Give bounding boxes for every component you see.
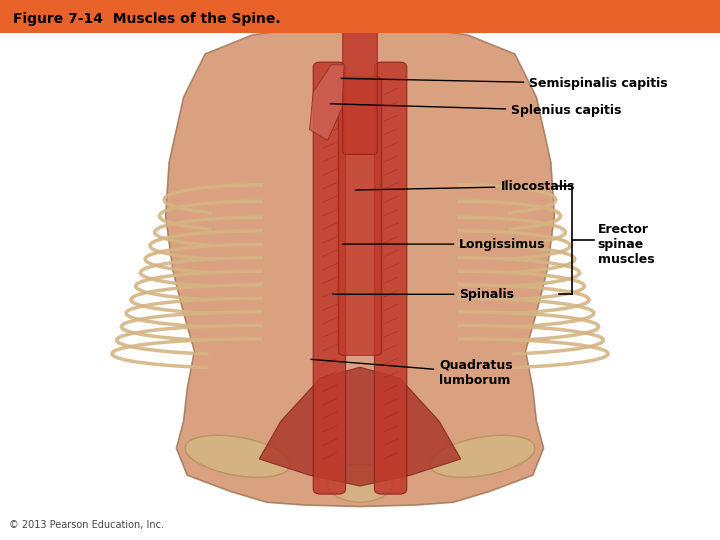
Text: Figure 7-14  Muscles of the Spine.: Figure 7-14 Muscles of the Spine. [13, 12, 281, 26]
Polygon shape [310, 65, 344, 140]
Polygon shape [317, 4, 403, 28]
Text: Semispinalis capitis: Semispinalis capitis [341, 77, 668, 90]
Text: Longissimus: Longissimus [343, 238, 546, 251]
Ellipse shape [328, 464, 392, 502]
FancyBboxPatch shape [338, 77, 382, 355]
Text: Iliocostalis: Iliocostalis [356, 180, 575, 193]
Text: Erector
spinae
muscles: Erector spinae muscles [598, 222, 654, 266]
FancyBboxPatch shape [0, 0, 720, 33]
FancyBboxPatch shape [343, 29, 377, 154]
Text: Spinalis: Spinalis [333, 288, 514, 301]
FancyBboxPatch shape [374, 62, 407, 494]
Ellipse shape [430, 435, 535, 477]
Text: Quadratus
lumborum: Quadratus lumborum [311, 359, 513, 387]
Text: © 2013 Pearson Education, Inc.: © 2013 Pearson Education, Inc. [9, 520, 163, 530]
Text: Splenius capitis: Splenius capitis [330, 104, 621, 117]
Ellipse shape [185, 435, 290, 477]
FancyBboxPatch shape [313, 62, 346, 494]
Polygon shape [166, 28, 554, 507]
Polygon shape [259, 367, 461, 486]
